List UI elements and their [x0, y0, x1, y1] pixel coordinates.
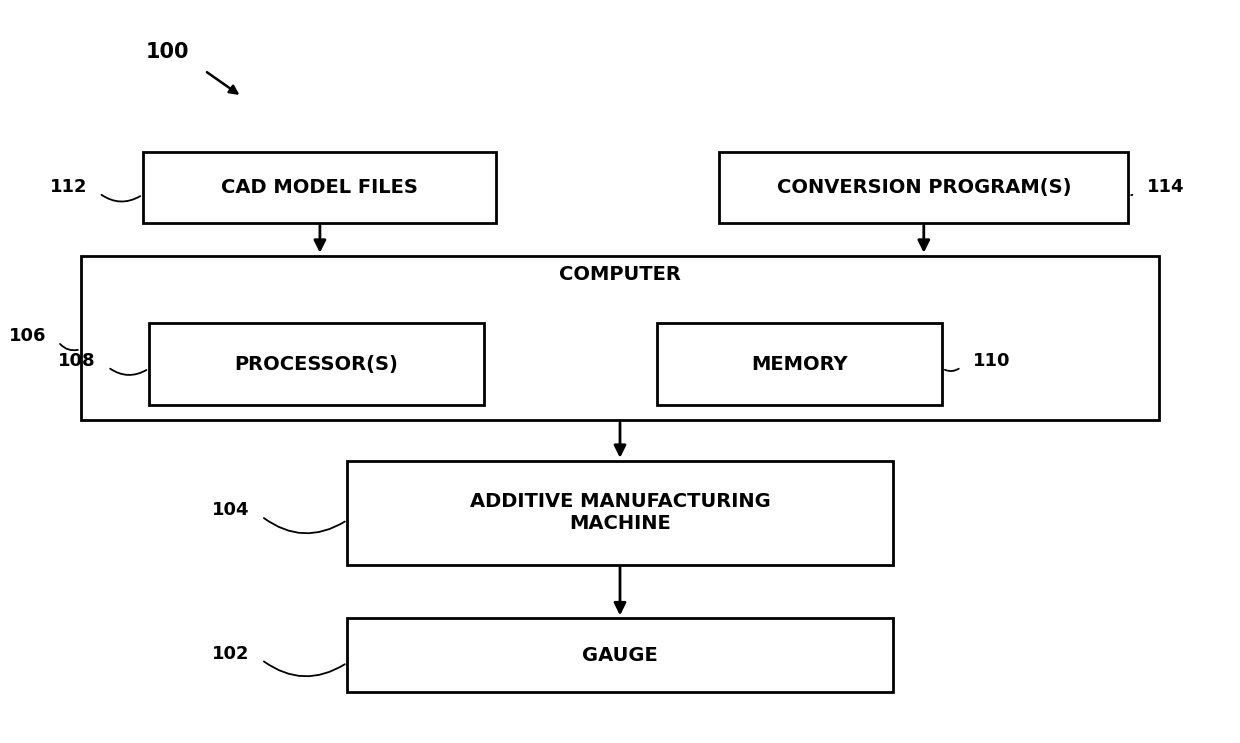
Text: 102: 102 [212, 645, 249, 663]
Bar [81, 256, 1159, 420]
Bar [719, 152, 1128, 223]
Bar [657, 323, 942, 405]
Text: 112: 112 [50, 178, 87, 196]
Text: CONVERSION PROGRAM(S): CONVERSION PROGRAM(S) [776, 178, 1071, 197]
Text: ADDITIVE MANUFACTURING
MACHINE: ADDITIVE MANUFACTURING MACHINE [470, 492, 770, 533]
Bar [143, 152, 496, 223]
Text: PROCESSOR(S): PROCESSOR(S) [234, 354, 398, 374]
Text: 104: 104 [212, 502, 249, 519]
Text: 106: 106 [9, 327, 46, 345]
Text: GAUGE: GAUGE [582, 646, 658, 665]
Text: 100: 100 [145, 42, 190, 62]
Text: 114: 114 [1147, 178, 1184, 196]
Bar [149, 323, 484, 405]
Bar [347, 618, 893, 692]
Text: 108: 108 [58, 352, 95, 370]
Text: COMPUTER: COMPUTER [559, 265, 681, 285]
Text: CAD MODEL FILES: CAD MODEL FILES [221, 178, 418, 197]
Text: MEMORY: MEMORY [751, 354, 848, 374]
Text: 110: 110 [973, 352, 1011, 370]
Bar [347, 461, 893, 565]
